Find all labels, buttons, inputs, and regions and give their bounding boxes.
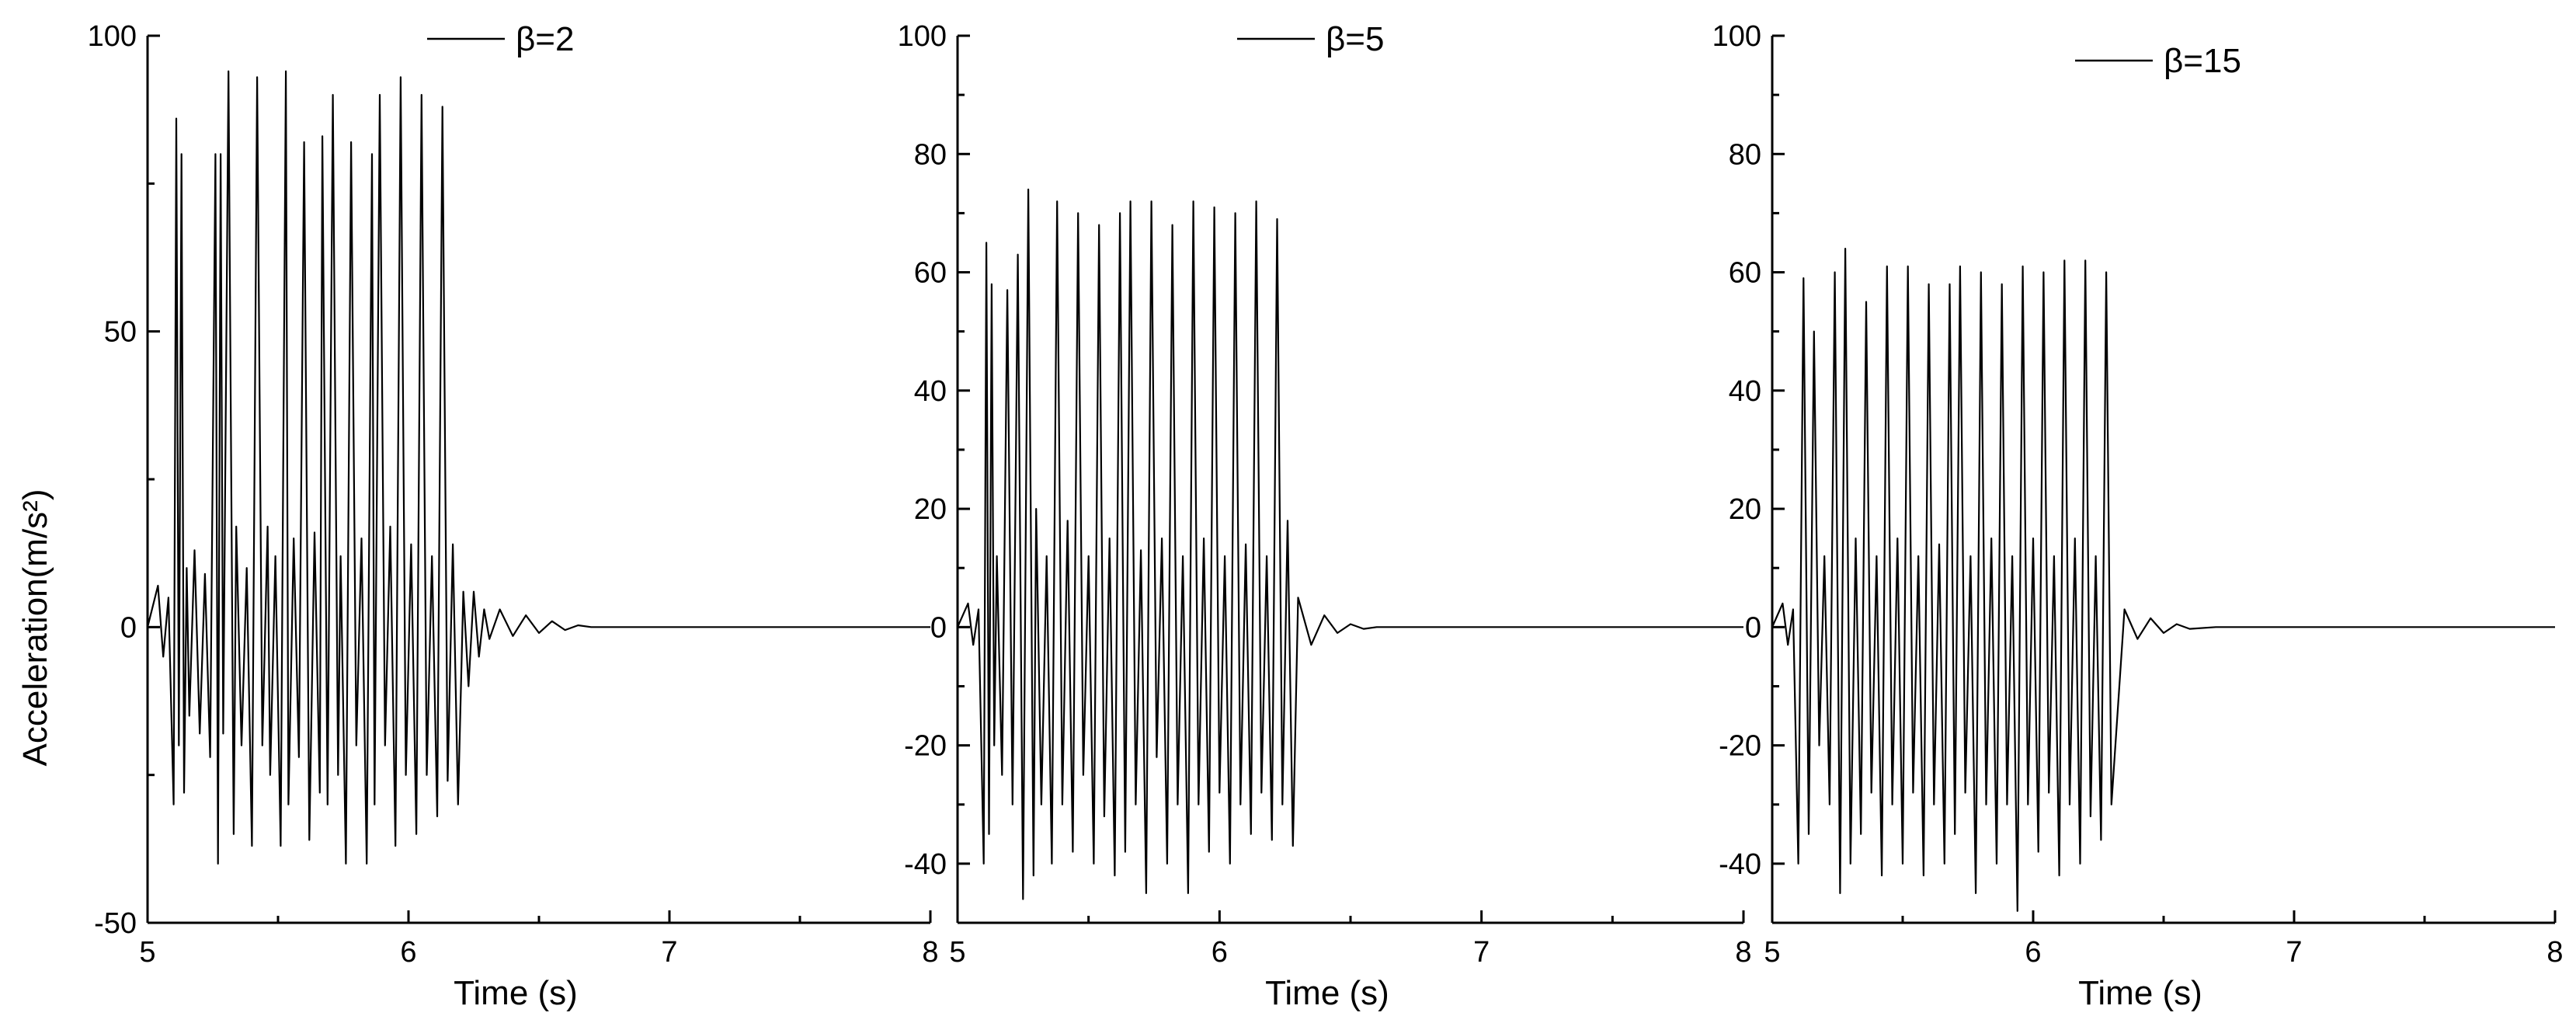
x-axis-title: Time (s) — [454, 974, 578, 1012]
x-tick-label: 5 — [139, 936, 155, 969]
y-tick-label: 0 — [930, 611, 947, 644]
x-axis-title: Time (s) — [1265, 974, 1389, 1012]
x-tick-label: 5 — [1764, 936, 1780, 969]
y-tick-label: 100 — [1712, 20, 1761, 53]
y-tick-label: 20 — [914, 493, 947, 526]
x-tick-label: 6 — [1212, 936, 1228, 969]
x-tick-label: 8 — [922, 936, 938, 969]
series-line — [956, 188, 1743, 900]
x-tick-label: 6 — [2025, 936, 2041, 969]
x-tick-label: 5 — [949, 936, 965, 969]
legend-label: β=5 — [1326, 20, 1384, 58]
x-tick-label: 7 — [1473, 936, 1490, 969]
y-tick-label: 60 — [914, 257, 947, 290]
y-tick-label: -20 — [1719, 730, 1761, 763]
y-tick-label: 100 — [88, 20, 137, 53]
y-tick-label: -40 — [1719, 848, 1761, 881]
y-tick-label: -20 — [904, 730, 947, 763]
x-tick-label: 7 — [661, 936, 677, 969]
y-tick-label: -40 — [904, 848, 947, 881]
y-tick-label: 50 — [104, 316, 137, 349]
legend-label: β=2 — [516, 20, 574, 58]
x-axis-title: Time (s) — [2078, 974, 2202, 1012]
legend-label: β=15 — [2164, 42, 2241, 80]
series-line — [146, 70, 930, 865]
y-tick-label: 20 — [1729, 493, 1761, 526]
y-tick-label: 40 — [1729, 375, 1761, 408]
chart-panel-1: 5 6 7 8 -50 0 50 100 Time (s) β=2 — [88, 20, 939, 1012]
series-line — [1771, 248, 2555, 912]
y-tick-label: 60 — [1729, 257, 1761, 290]
y-tick-label: 40 — [914, 375, 947, 408]
y-axis-title: Acceleration(m/s²) — [16, 489, 54, 767]
chart-panel-3: 5 6 7 8 -40 -20 0 20 40 60 80 100 Time (s) β=15 — [1712, 20, 2564, 1012]
y-tick-label: 80 — [1729, 138, 1761, 171]
y-tick-label: 80 — [914, 138, 947, 171]
x-tick-label: 8 — [1735, 936, 1751, 969]
x-tick-label: 6 — [400, 936, 416, 969]
x-tick-label: 7 — [2286, 936, 2302, 969]
y-tick-label: 100 — [898, 20, 947, 53]
chart-panel-2: 5 6 7 8 -40 -20 0 20 40 60 80 100 Time (s) β=5 — [898, 20, 1752, 1012]
x-tick-label: 8 — [2546, 936, 2563, 969]
y-tick-label: -50 — [94, 907, 137, 940]
y-tick-label: 0 — [120, 611, 137, 644]
y-tick-label: 0 — [1745, 611, 1761, 644]
